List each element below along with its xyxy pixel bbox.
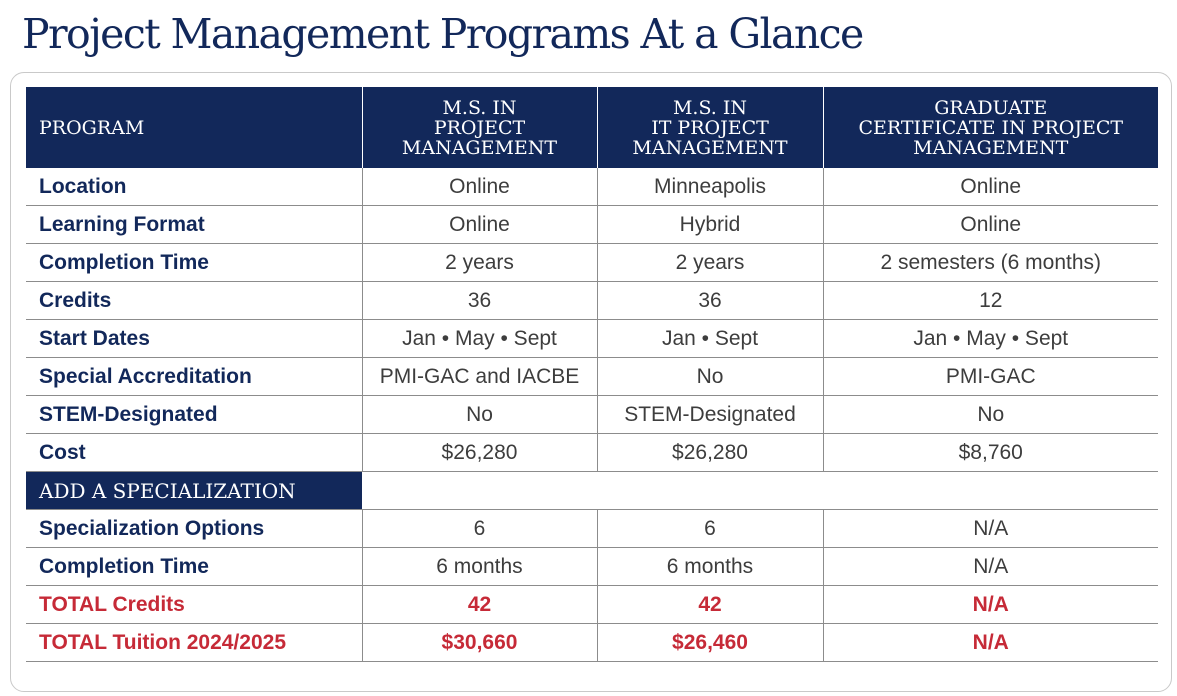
cell-ms-pm: 2 years xyxy=(361,243,597,282)
cell-ms-pm: Online xyxy=(361,205,597,244)
section-blank xyxy=(362,471,1158,510)
cell-ms-pm: 6 months xyxy=(361,547,597,586)
cell-ms-itpm: 36 xyxy=(596,281,823,320)
cell-ms-pm: $30,660 xyxy=(361,623,597,662)
row-label: Completion Time xyxy=(26,547,362,586)
header-line: MANAGEMENT xyxy=(632,136,788,159)
page-title: Project Management Programs At a Glance xyxy=(22,10,864,58)
header-line: CERTIFICATE IN PROJECT xyxy=(858,116,1124,139)
header-ms-it-project-management: M.S. IN IT PROJECT MANAGEMENT xyxy=(596,87,823,168)
cell-ms-pm: Online xyxy=(361,168,597,206)
table-frame xyxy=(10,72,1172,692)
cell-certificate: No xyxy=(822,395,1158,434)
row-learning-format: Learning Format Online Hybrid Online xyxy=(26,205,1158,244)
row-start-dates: Start Dates Jan • May • Sept Jan • Sept … xyxy=(26,319,1158,358)
cell-certificate: N/A xyxy=(822,547,1158,586)
row-label: TOTAL Tuition 2024/2025 xyxy=(26,623,362,662)
cell-certificate: Jan • May • Sept xyxy=(822,319,1158,358)
row-spec-completion-time: Completion Time 6 months 6 months N/A xyxy=(26,547,1158,586)
cell-certificate: 12 xyxy=(822,281,1158,320)
cell-ms-itpm: STEM-Designated xyxy=(596,395,823,434)
cell-ms-itpm: Minneapolis xyxy=(596,168,823,206)
row-credits: Credits 36 36 12 xyxy=(26,281,1158,320)
cell-ms-itpm: Jan • Sept xyxy=(596,319,823,358)
cell-ms-pm: 42 xyxy=(361,585,597,624)
cell-ms-pm: 36 xyxy=(361,281,597,320)
row-location: Location Online Minneapolis Online xyxy=(26,168,1158,206)
cell-ms-itpm: $26,460 xyxy=(596,623,823,662)
header-ms-project-management: M.S. IN PROJECT MANAGEMENT xyxy=(361,87,597,168)
programs-table: PROGRAM M.S. IN PROJECT MANAGEMENT M.S. … xyxy=(26,87,1158,662)
row-label: Credits xyxy=(26,281,362,320)
row-total-credits: TOTAL Credits 42 42 N/A xyxy=(26,585,1158,624)
row-completion-time: Completion Time 2 years 2 years 2 semest… xyxy=(26,243,1158,282)
cell-certificate: Online xyxy=(822,205,1158,244)
row-label: Special Accreditation xyxy=(26,357,362,396)
cell-ms-pm: $26,280 xyxy=(361,433,597,472)
row-specialization-options: Specialization Options 6 6 N/A xyxy=(26,509,1158,548)
cell-ms-itpm: Hybrid xyxy=(596,205,823,244)
cell-ms-itpm: $26,280 xyxy=(596,433,823,472)
cell-ms-itpm: 6 xyxy=(596,509,823,548)
row-label: Cost xyxy=(26,433,362,472)
cell-ms-itpm: 6 months xyxy=(596,547,823,586)
header-line: GRADUATE xyxy=(934,96,1048,119)
cell-ms-itpm: No xyxy=(596,357,823,396)
header-line: MANAGEMENT xyxy=(401,136,558,159)
row-label: Specialization Options xyxy=(26,509,362,548)
row-special-accreditation: Special Accreditation PMI-GAC and IACBE … xyxy=(26,357,1158,396)
header-line: MANAGEMENT xyxy=(913,136,1069,159)
header-line: IT PROJECT xyxy=(651,116,769,139)
cell-ms-pm: 6 xyxy=(361,509,597,548)
row-stem-designated: STEM-Designated No STEM-Designated No xyxy=(26,395,1158,434)
header-line: PROJECT xyxy=(433,116,526,139)
header-line: M.S. IN xyxy=(442,96,517,119)
cell-ms-pm: No xyxy=(361,395,597,434)
header-program-label: PROGRAM xyxy=(26,87,362,168)
header-line: M.S. IN xyxy=(672,96,748,119)
row-cost: Cost $26,280 $26,280 $8,760 xyxy=(26,433,1158,472)
row-label: TOTAL Credits xyxy=(26,585,362,624)
cell-certificate: 2 semesters (6 months) xyxy=(822,243,1158,282)
row-add-specialization: ADD A SPECIALIZATION xyxy=(26,471,1158,510)
cell-ms-itpm: 42 xyxy=(596,585,823,624)
header-row: PROGRAM M.S. IN PROJECT MANAGEMENT M.S. … xyxy=(26,87,1158,168)
header-graduate-certificate: GRADUATE CERTIFICATE IN PROJECT MANAGEME… xyxy=(822,87,1158,168)
row-total-tuition: TOTAL Tuition 2024/2025 $30,660 $26,460 … xyxy=(26,623,1158,662)
cell-certificate: PMI-GAC xyxy=(822,357,1158,396)
cell-certificate: N/A xyxy=(822,509,1158,548)
cell-certificate: N/A xyxy=(822,623,1158,662)
row-label: Learning Format xyxy=(26,205,362,244)
row-label: Location xyxy=(26,168,362,206)
row-label: STEM-Designated xyxy=(26,395,362,434)
section-heading: ADD A SPECIALIZATION xyxy=(26,471,362,510)
row-label: Completion Time xyxy=(26,243,362,282)
cell-certificate: $8,760 xyxy=(822,433,1158,472)
cell-certificate: Online xyxy=(822,168,1158,206)
cell-ms-pm: PMI-GAC and IACBE xyxy=(361,357,597,396)
cell-ms-itpm: 2 years xyxy=(596,243,823,282)
cell-ms-pm: Jan • May • Sept xyxy=(361,319,597,358)
cell-certificate: N/A xyxy=(822,585,1158,624)
row-label: Start Dates xyxy=(26,319,362,358)
